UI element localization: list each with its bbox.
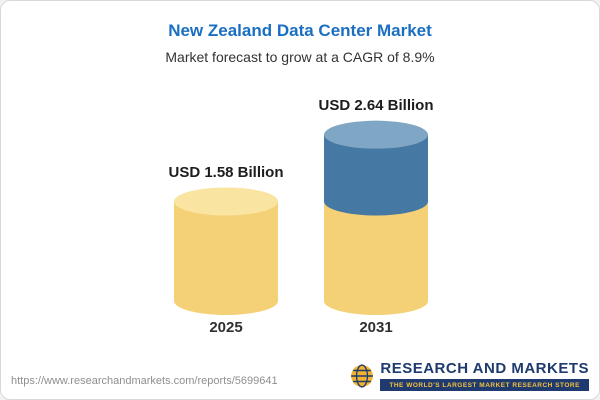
category-label-2031: 2031 <box>359 319 393 336</box>
bar-2031 <box>324 120 428 315</box>
research-and-markets-logo: RESEARCH AND MARKETS THE WORLD'S LARGEST… <box>350 360 589 391</box>
category-label-2025: 2025 <box>209 319 243 336</box>
logo-text-block: RESEARCH AND MARKETS THE WORLD'S LARGEST… <box>380 360 589 391</box>
value-label-2025: USD 1.58 Billion <box>168 164 284 181</box>
value-label-2031: USD 2.64 Billion <box>318 97 434 114</box>
report-url: https://www.researchandmarkets.com/repor… <box>11 375 278 387</box>
bar-2025 <box>174 187 278 315</box>
logo-wordmark: RESEARCH AND MARKETS <box>380 360 589 377</box>
chart-subtitle: Market forecast to grow at a CAGR of 8.9… <box>165 49 435 65</box>
globe-icon <box>350 363 374 388</box>
chart-title: New Zealand Data Center Market <box>168 21 432 40</box>
logo-tagline: THE WORLD'S LARGEST MARKET RESEARCH STOR… <box>380 379 589 391</box>
